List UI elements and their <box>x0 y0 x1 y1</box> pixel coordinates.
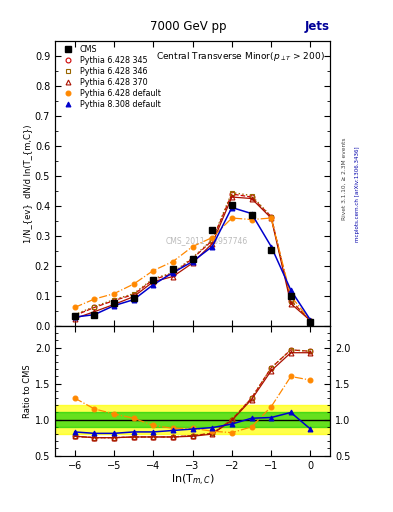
CMS <box>171 266 175 272</box>
CMS <box>269 246 274 252</box>
Pythia 6.428 346 <box>210 237 215 243</box>
Bar <box>55 413 330 427</box>
Pythia 6.428 370 <box>72 315 77 322</box>
Pythia 6.428 default <box>112 291 116 297</box>
Pythia 6.428 346 <box>92 304 97 310</box>
Pythia 6.428 346 <box>249 193 254 199</box>
Pythia 6.428 default <box>151 267 156 273</box>
Pythia 6.428 default <box>131 281 136 287</box>
Pythia 6.428 346 <box>190 254 195 261</box>
Pythia 8.308 default <box>308 317 313 323</box>
Pythia 6.428 346 <box>308 317 313 324</box>
Pythia 8.308 default <box>72 314 77 320</box>
Line: Pythia 6.428 346: Pythia 6.428 346 <box>72 190 313 323</box>
Pythia 6.428 345 <box>308 317 313 324</box>
Pythia 6.428 345 <box>131 291 136 297</box>
Pythia 8.308 default <box>171 270 175 276</box>
Pythia 6.428 370 <box>249 196 254 202</box>
CMS <box>92 312 97 318</box>
Pythia 6.428 345 <box>230 191 234 197</box>
Pythia 6.428 default <box>308 317 313 324</box>
Pythia 8.308 default <box>288 287 293 293</box>
Line: CMS: CMS <box>72 202 313 325</box>
Pythia 8.308 default <box>249 210 254 217</box>
Pythia 6.428 346 <box>131 291 136 297</box>
Text: Central Transverse Minor($p_{\perp T}$ > 200): Central Transverse Minor($p_{\perp T}$ >… <box>156 50 325 62</box>
CMS <box>249 212 254 218</box>
Text: Jets: Jets <box>305 20 330 33</box>
CMS <box>210 227 215 233</box>
Pythia 6.428 370 <box>288 301 293 307</box>
X-axis label: ln(T$_{m,C}$): ln(T$_{m,C}$) <box>171 473 215 488</box>
Pythia 8.308 default <box>151 282 156 288</box>
Pythia 6.428 default <box>190 244 195 250</box>
CMS <box>151 276 156 283</box>
Pythia 6.428 default <box>72 305 77 311</box>
Pythia 6.428 345 <box>171 270 175 276</box>
Pythia 8.308 default <box>131 296 136 303</box>
Text: Rivet 3.1.10, ≥ 2.3M events: Rivet 3.1.10, ≥ 2.3M events <box>342 138 346 221</box>
Pythia 6.428 345 <box>210 238 215 244</box>
Legend: CMS, Pythia 6.428 345, Pythia 6.428 346, Pythia 6.428 370, Pythia 6.428 default,: CMS, Pythia 6.428 345, Pythia 6.428 346,… <box>57 44 162 111</box>
Pythia 6.428 345 <box>269 214 274 220</box>
Pythia 8.308 default <box>112 303 116 309</box>
Pythia 8.308 default <box>269 244 274 250</box>
Y-axis label: 1/N_{ev}  dN/d ln(T_{m,C}): 1/N_{ev} dN/d ln(T_{m,C}) <box>23 124 32 243</box>
Pythia 6.428 370 <box>92 309 97 315</box>
Bar <box>55 406 330 434</box>
Line: Pythia 6.428 345: Pythia 6.428 345 <box>72 191 313 323</box>
CMS <box>230 201 234 207</box>
Pythia 8.308 default <box>230 204 234 210</box>
Y-axis label: Ratio to CMS: Ratio to CMS <box>23 364 32 418</box>
CMS <box>190 255 195 262</box>
Line: Pythia 8.308 default: Pythia 8.308 default <box>72 205 313 323</box>
Pythia 6.428 345 <box>190 255 195 262</box>
Pythia 6.428 370 <box>210 241 215 247</box>
CMS <box>288 293 293 299</box>
Pythia 6.428 370 <box>190 260 195 266</box>
Pythia 6.428 346 <box>288 297 293 304</box>
Text: 7000 GeV pp: 7000 GeV pp <box>151 20 227 33</box>
Pythia 6.428 370 <box>171 273 175 280</box>
Pythia 8.308 default <box>210 244 215 250</box>
Pythia 6.428 346 <box>112 296 116 303</box>
CMS <box>131 294 136 301</box>
Text: mcplots.cern.ch [arXiv:1306.3436]: mcplots.cern.ch [arXiv:1306.3436] <box>355 147 360 242</box>
Pythia 6.428 default <box>249 217 254 223</box>
Pythia 6.428 370 <box>230 194 234 200</box>
Pythia 6.428 default <box>210 234 215 241</box>
Pythia 6.428 default <box>92 296 97 302</box>
Line: Pythia 6.428 default: Pythia 6.428 default <box>72 216 313 323</box>
Pythia 6.428 default <box>269 215 274 221</box>
Pythia 6.428 346 <box>230 189 234 196</box>
Pythia 6.428 370 <box>131 293 136 300</box>
Pythia 6.428 345 <box>112 297 116 304</box>
Pythia 8.308 default <box>92 312 97 318</box>
Text: CMS_2011_S8957746: CMS_2011_S8957746 <box>165 236 248 245</box>
CMS <box>308 318 313 325</box>
Pythia 6.428 345 <box>92 305 97 311</box>
Pythia 6.428 370 <box>112 302 116 308</box>
Pythia 6.428 346 <box>269 214 274 220</box>
CMS <box>112 300 116 306</box>
CMS <box>72 313 77 319</box>
Pythia 6.428 346 <box>171 270 175 276</box>
Pythia 6.428 345 <box>72 312 77 318</box>
Pythia 6.428 345 <box>249 194 254 200</box>
Pythia 6.428 default <box>171 259 175 265</box>
Pythia 6.428 346 <box>151 275 156 282</box>
Pythia 6.428 370 <box>269 215 274 221</box>
Pythia 6.428 345 <box>288 297 293 304</box>
Pythia 6.428 346 <box>72 312 77 318</box>
Pythia 6.428 370 <box>308 317 313 324</box>
Pythia 8.308 default <box>190 259 195 265</box>
Pythia 6.428 345 <box>151 276 156 283</box>
Line: Pythia 6.428 370: Pythia 6.428 370 <box>72 195 313 323</box>
Pythia 6.428 370 <box>151 279 156 285</box>
Pythia 6.428 default <box>288 293 293 299</box>
Pythia 6.428 default <box>230 215 234 221</box>
